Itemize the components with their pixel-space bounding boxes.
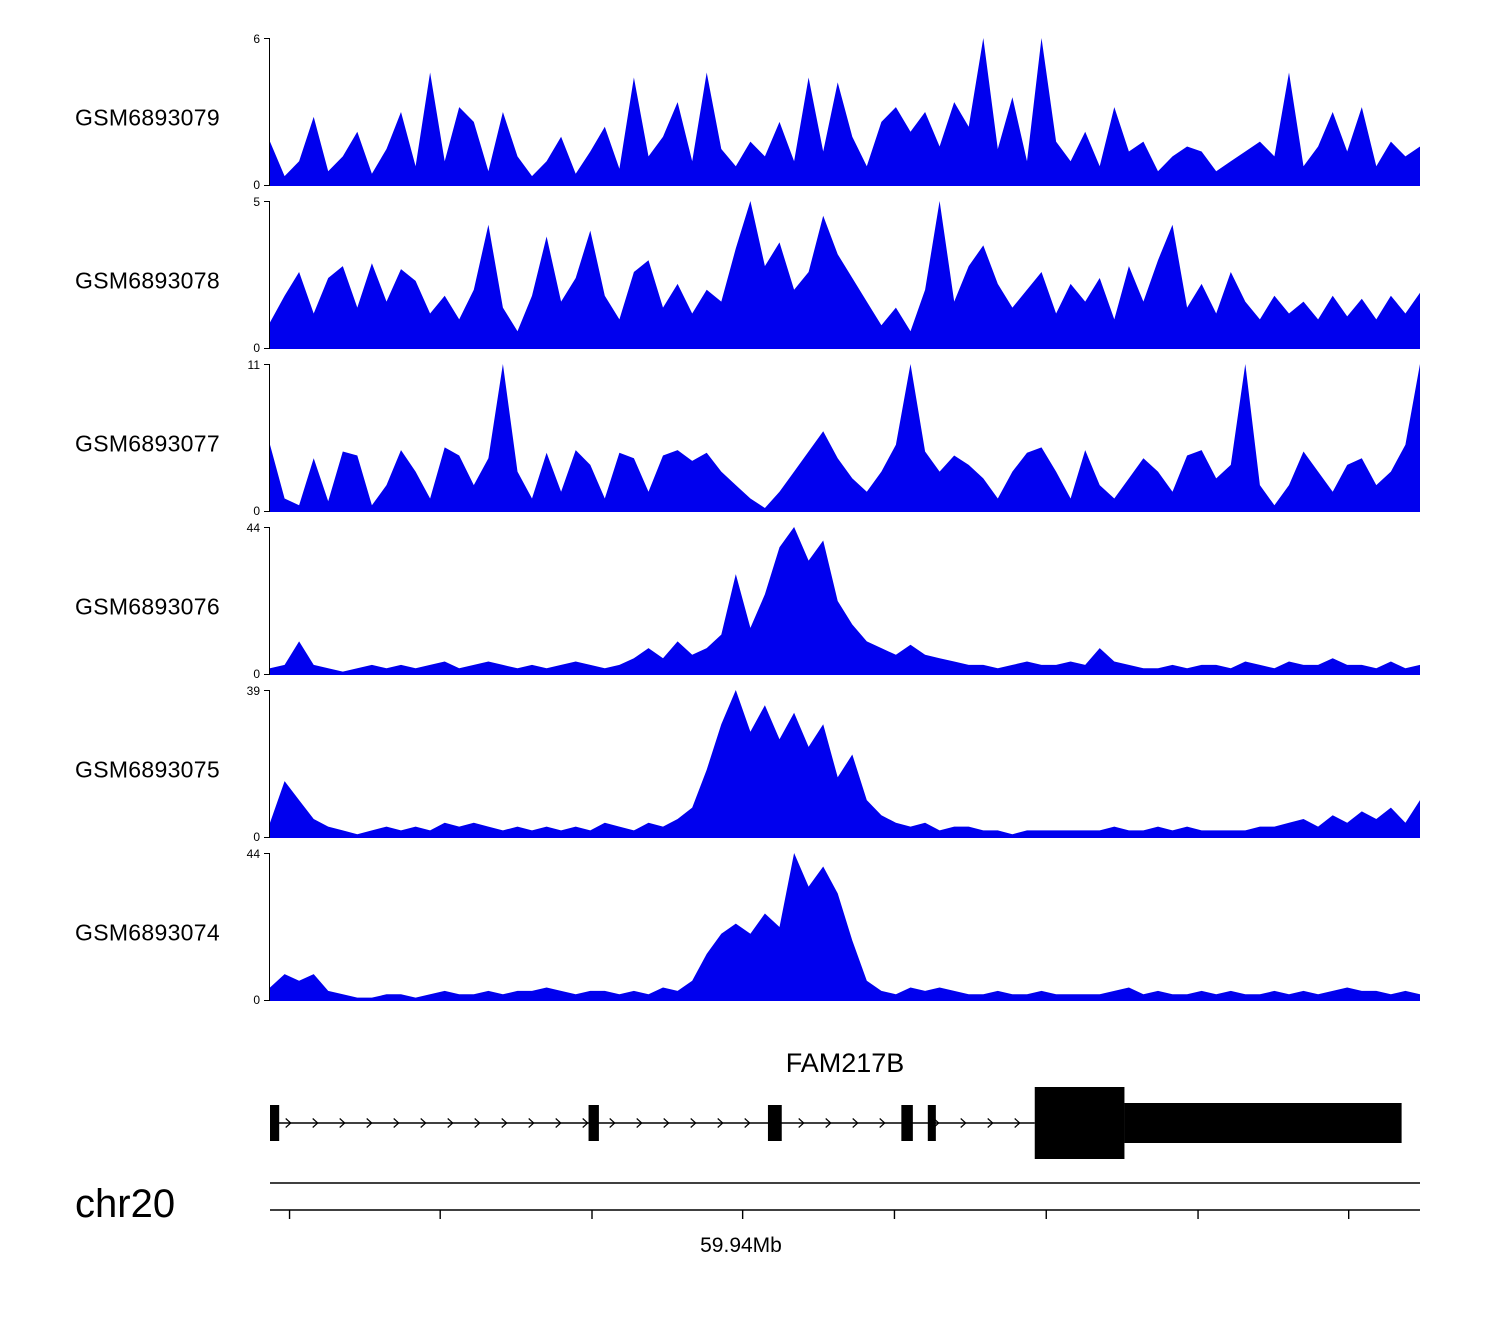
intron-arrow-icon <box>312 1118 319 1128</box>
track-label: GSM6893079 <box>75 103 220 130</box>
coverage-polygon <box>270 201 1420 349</box>
y-axis-max-label: 5 <box>253 195 260 209</box>
y-axis-min-label: 0 <box>253 993 260 1007</box>
chromosome-label: chr20 <box>75 1182 176 1226</box>
intron-arrow-icon <box>1014 1118 1021 1128</box>
intron-arrow-icon <box>879 1118 886 1128</box>
coverage-polygon <box>270 38 1420 186</box>
intron-arrow-icon <box>555 1118 562 1128</box>
intron-arrow-icon <box>528 1118 535 1128</box>
coverage-track: GSM6893074 44 0 <box>0 848 1500 1016</box>
y-axis-max-label: 44 <box>246 521 260 535</box>
intron-arrow-icon <box>636 1118 643 1128</box>
intron-arrow-icon <box>798 1118 805 1128</box>
gene-name-label: FAM217B <box>785 1048 905 1078</box>
utr-wide-block <box>1124 1103 1402 1143</box>
intron-arrow-icon <box>285 1118 292 1128</box>
y-axis-line <box>264 38 270 186</box>
coverage-track: GSM6893078 5 0 <box>0 196 1500 364</box>
y-axis-min-label: 0 <box>253 341 260 355</box>
track-label: GSM6893076 <box>75 592 220 619</box>
track-label: GSM6893074 <box>75 918 220 945</box>
genomic-axis-ruler <box>270 1182 1420 1219</box>
coverage-polygon <box>270 690 1420 838</box>
intron-arrow-icon <box>663 1118 670 1128</box>
coverage-area-plot <box>270 853 1420 1001</box>
y-axis-line <box>264 853 270 1001</box>
exon-block <box>901 1105 913 1141</box>
y-axis-line <box>264 364 270 512</box>
intron-arrow-icon <box>501 1118 508 1128</box>
intron-arrow-icon <box>609 1118 616 1128</box>
exon-block <box>927 1105 936 1141</box>
intron-arrow-icon <box>339 1118 346 1128</box>
coverage-tracks: GSM6893079 6 0 GSM6893078 5 0 GSM6893077… <box>0 33 1500 1016</box>
y-axis-min-label: 0 <box>253 178 260 192</box>
coverage-track: GSM6893075 39 0 <box>0 685 1500 853</box>
intron-arrow-icon <box>744 1118 751 1128</box>
intron-arrow-icon <box>582 1118 589 1128</box>
coverage-area-plot <box>270 201 1420 349</box>
track-label: GSM6893075 <box>75 755 220 782</box>
coverage-polygon <box>270 853 1420 1001</box>
track-label: GSM6893078 <box>75 266 220 293</box>
y-axis-min-label: 0 <box>253 504 260 518</box>
coverage-area-plot <box>270 527 1420 675</box>
y-axis-line <box>264 690 270 838</box>
y-axis-min-label: 0 <box>253 667 260 681</box>
exon-block <box>588 1105 599 1141</box>
intron-arrow-icon <box>393 1118 400 1128</box>
track-label: GSM6893077 <box>75 429 220 456</box>
position-label: 59.94Mb <box>700 1234 782 1257</box>
y-axis-line <box>264 527 270 675</box>
exon-block <box>767 1105 782 1141</box>
coverage-polygon <box>270 364 1420 512</box>
coverage-area-plot <box>270 38 1420 186</box>
intron-arrow-icon <box>960 1118 967 1128</box>
coverage-area-plot <box>270 364 1420 512</box>
y-axis-max-label: 11 <box>247 358 260 372</box>
intron-arrow-icon <box>717 1118 724 1128</box>
coverage-track: GSM6893079 6 0 <box>0 33 1500 201</box>
intron-arrow-icon <box>474 1118 481 1128</box>
intron-arrow-icon <box>825 1118 832 1128</box>
intron-arrow-icon <box>420 1118 427 1128</box>
coverage-area-plot <box>270 690 1420 838</box>
intron-arrow-icon <box>852 1118 859 1128</box>
exon-tall-block <box>1034 1087 1125 1159</box>
coverage-polygon <box>270 527 1420 675</box>
intron-arrow-icon <box>447 1118 454 1128</box>
intron-arrow-icon <box>690 1118 697 1128</box>
gene-model <box>270 1087 1402 1159</box>
y-axis-min-label: 0 <box>253 830 260 844</box>
coverage-track: GSM6893076 44 0 <box>0 522 1500 690</box>
exon-block <box>270 1105 280 1141</box>
y-axis-max-label: 44 <box>246 847 260 861</box>
y-axis-max-label: 39 <box>246 684 260 698</box>
intron-arrow-icon <box>366 1118 373 1128</box>
y-axis-max-label: 6 <box>253 32 260 46</box>
intron-arrow-icon <box>987 1118 994 1128</box>
coverage-track: GSM6893077 11 0 <box>0 359 1500 527</box>
y-axis-line <box>264 201 270 349</box>
